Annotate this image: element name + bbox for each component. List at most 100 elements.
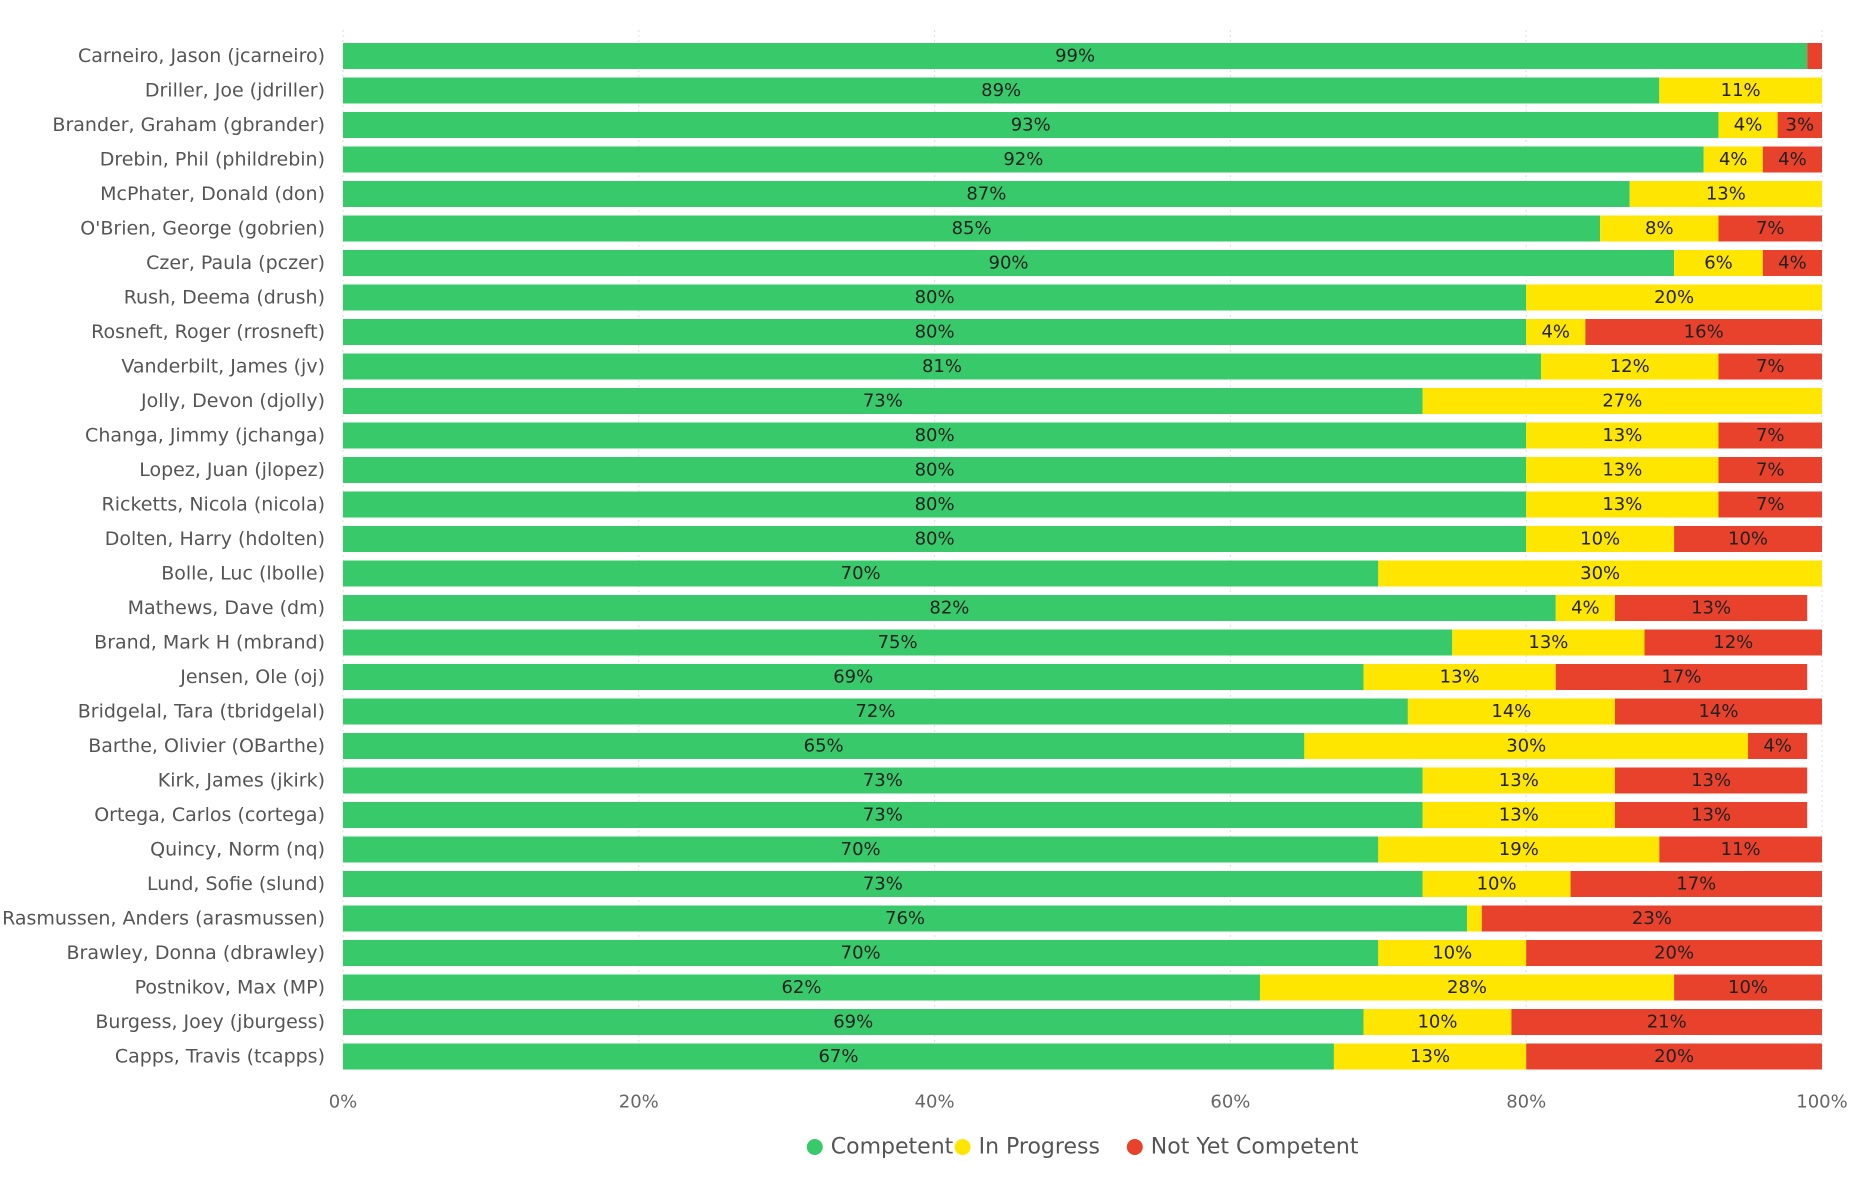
category-label: Dolten, Harry (hdolten)	[105, 528, 325, 550]
bar-segment	[1422, 802, 1615, 828]
data-label: 7%	[1756, 460, 1785, 481]
data-label: 80%	[915, 494, 955, 515]
data-label: 11%	[1721, 80, 1761, 101]
data-label: 4%	[1571, 598, 1600, 619]
bar-segment	[1333, 1043, 1527, 1070]
bar-segment	[1718, 491, 1822, 518]
legend: Competent In Progress Not Yet Competent	[806, 1135, 1359, 1160]
bar-segment	[343, 250, 1675, 276]
bar-segment	[343, 560, 1379, 587]
data-label: 7%	[1756, 218, 1785, 239]
bar-segment	[343, 664, 1364, 690]
legend-label: Competent	[831, 1135, 954, 1160]
bar-segment	[343, 905, 1468, 932]
x-tick-label: 80%	[1506, 1092, 1546, 1113]
x-tick-label: 60%	[1210, 1092, 1250, 1113]
bar-segment	[1540, 353, 1719, 380]
bar-segment	[1526, 940, 1822, 966]
data-label: 93%	[1011, 115, 1051, 136]
data-label: 4%	[1763, 736, 1792, 757]
category-label: McPhater, Donald (don)	[100, 183, 325, 205]
data-label: 10%	[1580, 529, 1620, 550]
data-label: 4%	[1778, 149, 1807, 170]
bar-segment	[1718, 112, 1778, 138]
data-label: 13%	[1528, 632, 1568, 653]
data-label: 90%	[989, 253, 1029, 274]
data-label: 80%	[915, 287, 955, 308]
category-label: Mathews, Dave (dm)	[128, 597, 325, 619]
category-label: Ricketts, Nicola (nicola)	[102, 494, 325, 516]
bar-segment	[1467, 905, 1482, 932]
bar-segment	[1526, 422, 1719, 449]
category-label: Drebin, Phil (phildrebin)	[100, 149, 325, 171]
bar-segment	[1600, 215, 1719, 242]
bar-segment	[1570, 871, 1822, 897]
data-label: 13%	[1499, 770, 1539, 791]
x-tick-label: 40%	[915, 1092, 955, 1113]
bar-segment	[343, 940, 1379, 966]
bar-segment	[1511, 1009, 1822, 1035]
data-label: 80%	[915, 425, 955, 446]
bar-segment	[1748, 733, 1808, 759]
data-label: 85%	[952, 218, 992, 239]
data-label: 4%	[1541, 322, 1570, 343]
category-label: Rasmussen, Anders (arasmussen)	[2, 908, 325, 930]
data-label: 89%	[981, 80, 1021, 101]
data-label: 70%	[841, 839, 881, 860]
bar-segment	[1259, 974, 1675, 1001]
bar-segment	[343, 43, 1808, 69]
data-label: 73%	[863, 770, 903, 791]
bar-segment	[343, 284, 1527, 311]
data-label: 87%	[966, 184, 1006, 205]
category-label: Jolly, Devon (djolly)	[140, 390, 325, 412]
data-label: 62%	[781, 977, 821, 998]
data-label: 67%	[818, 1046, 858, 1067]
bar-segment	[1304, 733, 1749, 759]
bar-segment	[343, 698, 1408, 725]
category-label: Changa, Jimmy (jchanga)	[85, 425, 325, 447]
bar-segment	[1526, 526, 1675, 552]
data-label: 23%	[1632, 908, 1672, 929]
bar-segment	[343, 319, 1527, 345]
data-label: 65%	[804, 736, 844, 757]
legend-label: In Progress	[979, 1135, 1100, 1160]
data-label: 8%	[1645, 218, 1674, 239]
category-label: Bolle, Luc (lbolle)	[161, 563, 325, 585]
category-label: Lopez, Juan (jlopez)	[139, 459, 325, 481]
bar-segment	[343, 77, 1660, 104]
x-tick-label: 100%	[1796, 1092, 1847, 1113]
bar-segment	[1363, 1009, 1512, 1035]
data-label: 20%	[1654, 287, 1694, 308]
data-label: 4%	[1778, 253, 1807, 274]
category-label: Brand, Mark H (mbrand)	[94, 632, 325, 654]
data-label: 13%	[1602, 494, 1642, 515]
category-label: Burgess, Joey (jburgess)	[95, 1011, 325, 1033]
data-label: 19%	[1499, 839, 1539, 860]
data-label: 80%	[915, 322, 955, 343]
data-label: 13%	[1499, 805, 1539, 826]
data-label: 13%	[1691, 598, 1731, 619]
bar-segment	[1526, 491, 1719, 518]
data-label: 13%	[1602, 460, 1642, 481]
bar-segment	[1762, 146, 1822, 173]
legend-marker	[806, 1139, 823, 1155]
data-label: 73%	[863, 391, 903, 412]
x-tick-label: 0%	[329, 1092, 358, 1113]
bar-segment	[343, 526, 1527, 552]
bar-segment	[343, 595, 1556, 621]
data-label: 3%	[1786, 115, 1815, 136]
data-label: 17%	[1676, 874, 1716, 895]
data-label: 73%	[863, 874, 903, 895]
bar-segment	[1526, 457, 1719, 483]
category-label: Ortega, Carlos (cortega)	[94, 804, 325, 826]
category-label: Bridgelal, Tara (tbridgelal)	[78, 701, 325, 723]
bar-segment	[1659, 77, 1822, 104]
category-label: Lund, Sofie (slund)	[147, 873, 325, 895]
bar-segment	[1422, 767, 1615, 794]
category-label: Brawley, Donna (dbrawley)	[67, 942, 326, 964]
bars: 99% 89% 11% 93% 4% 3% 92% 4% 4% 87% 13% 85% 8% 7% 90% 6…	[343, 43, 1822, 1070]
legend-marker	[1126, 1139, 1143, 1155]
bar-segment	[343, 422, 1527, 449]
bar-segment	[1526, 1043, 1822, 1070]
